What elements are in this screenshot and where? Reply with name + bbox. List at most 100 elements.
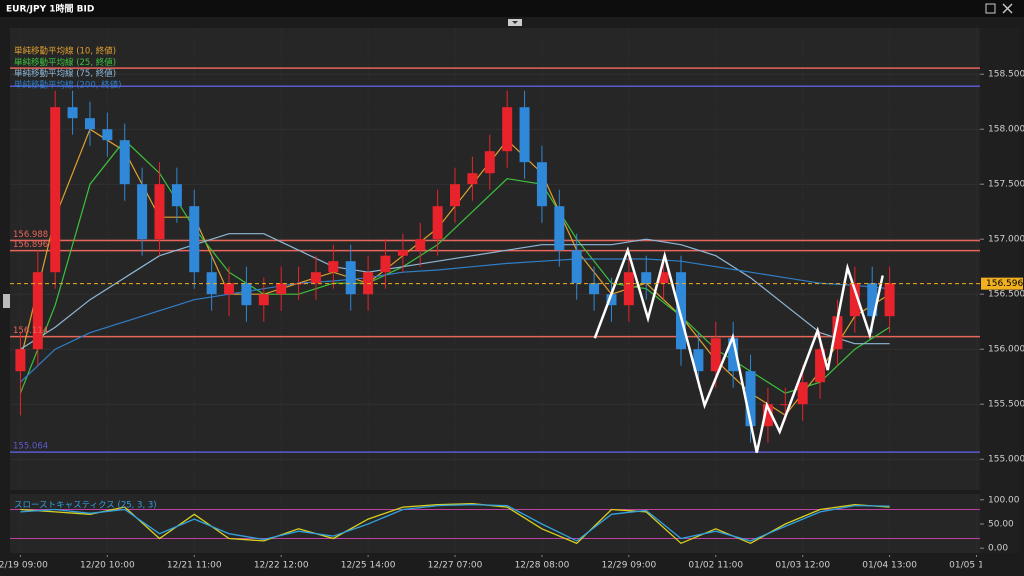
candle-body [832,316,843,350]
price-level-label: 156.988 [13,230,48,240]
x-tick-label: 12/27 07:00 [428,561,483,571]
x-tick-label: 12/25 14:00 [341,561,396,571]
x-tick-label: 01/04 13:00 [862,561,917,571]
candle-body [467,173,478,185]
y-tick-label: 155.000 [988,455,1024,465]
candle-body [171,184,182,207]
x-tick-label: 12/21 11:00 [167,561,222,571]
candle-body [224,283,235,295]
candle-body [676,272,687,350]
candle-body [276,283,287,295]
candle-body [397,250,408,256]
oscillator-line [20,503,890,542]
candle-body [849,283,860,317]
candle-body [710,338,721,372]
candle-body [67,107,78,119]
candle-body [415,239,426,251]
candle-body [519,107,530,163]
candle-body [815,349,826,383]
candle-body [606,294,617,306]
candle-body [50,107,61,273]
y-tick-label: 100.00 [988,495,1020,505]
sub-plot [10,503,980,545]
candle-body [623,272,634,306]
candle-body [432,206,443,240]
x-tick-label: 12/28 08:00 [515,561,570,571]
candle-body [554,206,565,251]
candle-body [762,404,773,427]
indicator-title: スローストキャスティクス (25, 3, 3) [14,501,157,511]
legend-entry: 単純移動平均線 (75, 終値) [14,68,116,79]
x-tick-label: 01/02 11:00 [688,561,743,571]
price-level-label: 156.896 [13,240,48,250]
axes: 155.000 155.500 156.000 156.500 157.000 157.5… [13,46,1024,554]
y-tick-label: 155.500 [988,400,1024,410]
candle-body [241,283,252,306]
candle-body [658,272,669,284]
legend-entry: 単純移動平均線 (200, 終値) [14,79,121,90]
candle-body [641,272,652,284]
candle-body [15,349,26,372]
y-tick-label: 157.500 [988,180,1024,190]
candle-body [32,272,43,350]
candle-body [797,382,808,405]
side-toggle[interactable] [3,294,10,308]
x-axis: 12/19 09:00 12/20 10:00 12/21 11:00 12/22 1… [0,555,1004,571]
candle-body [154,184,165,240]
moving-average [19,258,890,383]
close-button[interactable] [1002,3,1013,14]
sub-panel [10,494,980,553]
y-tick-label: 157.000 [988,235,1024,245]
candle-body [310,272,321,284]
collapse-arrow [512,21,518,24]
last-price-box [981,277,1023,290]
x-tick-label: 12/20 10:00 [80,561,135,571]
price-level-label: 155.064 [13,442,48,452]
moving-average [19,139,890,394]
candle-body [589,283,600,295]
candle-body [345,261,356,295]
candle-body [484,151,495,174]
x-tick-label: 01/03 12:00 [775,561,830,571]
price-level-label: 156.114 [13,326,48,336]
candle-body [380,255,391,273]
y-tick-label: 50.00 [988,519,1014,529]
y-tick-label: 0.00 [988,544,1008,554]
main-panel [10,28,980,490]
legend-entry: 単純移動平均線 (25, 終値) [14,57,116,68]
legend-entry: 単純移動平均線 (10, 終値) [14,46,116,57]
candle-body [502,107,513,152]
window-title: EUR/JPY 1時間 BID [6,3,94,15]
x-tick-label: 01/05 14:00 [949,561,1004,571]
x-tick-label: 12/29 09:00 [601,561,656,571]
moving-average [20,233,890,350]
y-tick-label: 158.500 [988,70,1024,80]
candle-body [571,250,582,284]
candle-body [884,283,895,317]
candle-body [102,129,113,141]
candle-body [84,118,95,130]
oscillator-line [20,503,890,545]
y-tick-label: 156.000 [988,345,1024,355]
candle-body [780,404,791,406]
y-tick-label: 158.000 [988,125,1024,135]
maximize-button[interactable] [985,3,996,14]
candle-body [693,349,704,372]
x-tick-label: 12/22 12:00 [254,561,309,571]
candle-body [536,162,547,207]
candle-body [189,206,200,273]
candle-body [867,283,878,317]
main-plot [10,67,980,460]
x-tick-label: 12/19 09:00 [0,561,48,571]
price-axis-panel [980,28,1020,553]
candle-body [328,261,339,273]
trend-drawing [593,246,884,453]
title-bar [0,0,1024,17]
y-tick-label: 156.500 [988,290,1024,300]
candle-body [728,338,739,372]
candle-body [119,140,130,185]
candle-body [206,272,217,295]
candle-body [258,294,269,306]
candle-body [745,371,756,427]
